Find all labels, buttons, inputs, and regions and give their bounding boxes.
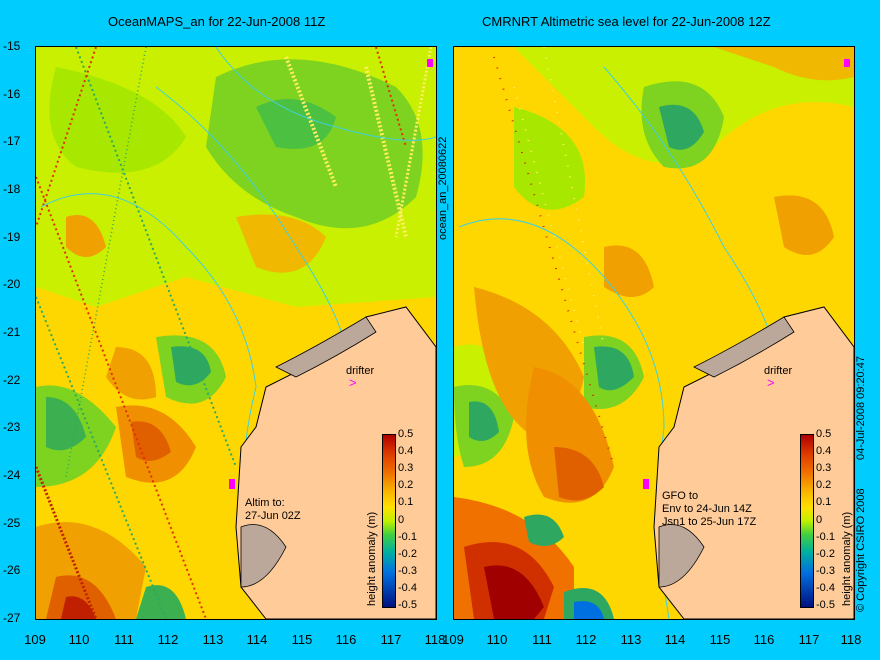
x-tick: 111: [532, 632, 552, 647]
colorbar-tick: 0: [398, 514, 405, 526]
colorbar-tick: 0.4: [398, 445, 414, 457]
x-tick: 117: [798, 632, 820, 647]
colorbar-title: height anomaly (m): [841, 511, 853, 606]
y-tick: -16: [3, 87, 21, 101]
x-tick: 109: [24, 632, 46, 647]
x-tick: 115: [291, 632, 313, 647]
colorbar-tick: -0.2: [398, 548, 417, 560]
x-tick: 114: [246, 632, 268, 647]
x-tick: 116: [753, 632, 775, 647]
y-tick: -19: [3, 230, 21, 244]
y-tick: -27: [3, 611, 21, 625]
svg-text:>: >: [767, 375, 775, 390]
x-tick: 118: [840, 632, 862, 647]
right-drifter-label: drifter: [764, 365, 793, 377]
colorbar-tick: -0.2: [816, 548, 835, 560]
colorbar-tick: -0.5: [398, 599, 417, 611]
colorbar-tick: 0.3: [816, 462, 832, 474]
colorbar-tick: -0.3: [816, 565, 835, 577]
right-gfo-note: GFO to Env to 24-Jun 14Z Jsn1 to 25-Jun …: [662, 490, 757, 528]
right-map-title: CMRNRT Altimetric sea level for 22-Jun-2…: [482, 14, 771, 29]
x-tick: 117: [380, 632, 402, 647]
colorbar-gradient: [800, 434, 814, 608]
x-tick: 109: [442, 632, 464, 647]
right-map: >: [453, 46, 855, 620]
x-tick: 110: [68, 632, 90, 647]
y-tick: -15: [3, 39, 21, 53]
colorbar-tick: -0.4: [398, 582, 417, 594]
x-tick: 114: [664, 632, 686, 647]
left-map: >: [35, 46, 437, 620]
copyright-label: © Copyright CSIRO 2008: [855, 488, 867, 612]
colorbar-tick: -0.1: [816, 531, 835, 543]
colorbar-tick: 0.1: [398, 496, 414, 508]
run-id-label: ocean_an_20080622: [437, 136, 449, 240]
colorbar-tick: -0.3: [398, 565, 417, 577]
left-map-title: OceanMAPS_an for 22-Jun-2008 11Z: [108, 14, 326, 29]
y-tick: -17: [3, 134, 21, 148]
y-tick: -26: [3, 563, 21, 577]
colorbar-tick: 0: [816, 514, 823, 526]
left-drifter-label: drifter: [346, 365, 375, 377]
colorbar-tick: 0.1: [816, 496, 832, 508]
y-tick: -21: [3, 325, 21, 339]
colorbar-tick: 0.2: [816, 479, 832, 491]
colorbar-tick: 0.4: [816, 445, 832, 457]
x-tick: 112: [157, 632, 179, 647]
x-tick: 113: [620, 632, 642, 647]
x-tick: 111: [114, 632, 134, 647]
x-tick: 110: [486, 632, 508, 647]
x-tick: 112: [575, 632, 597, 647]
colorbar-tick: 0.5: [398, 428, 414, 440]
svg-text:>: >: [349, 375, 357, 390]
y-tick: -20: [3, 277, 21, 291]
colorbar-tick: 0.2: [398, 479, 414, 491]
y-tick: -25: [3, 516, 21, 530]
colorbar-tick: -0.1: [398, 531, 417, 543]
colorbar-tick: 0.5: [816, 428, 832, 440]
colorbar-title: height anomaly (m): [366, 511, 378, 606]
x-tick: 115: [709, 632, 731, 647]
timestamp-label: 04-Jul-2008 09:20:47: [855, 356, 867, 460]
x-tick: 118: [424, 632, 446, 647]
left-altim-note: Altim to: 27-Jun 02Z: [245, 497, 301, 522]
colorbar-tick: -0.4: [816, 582, 835, 594]
colorbar-tick: 0.3: [398, 462, 414, 474]
y-tick: -22: [3, 373, 21, 387]
x-tick: 116: [335, 632, 357, 647]
colorbar-gradient: [382, 434, 396, 608]
y-tick: -23: [3, 420, 21, 434]
x-tick: 113: [202, 632, 224, 647]
y-tick: -24: [3, 468, 21, 482]
y-tick: -18: [3, 182, 21, 196]
colorbar-tick: -0.5: [816, 599, 835, 611]
